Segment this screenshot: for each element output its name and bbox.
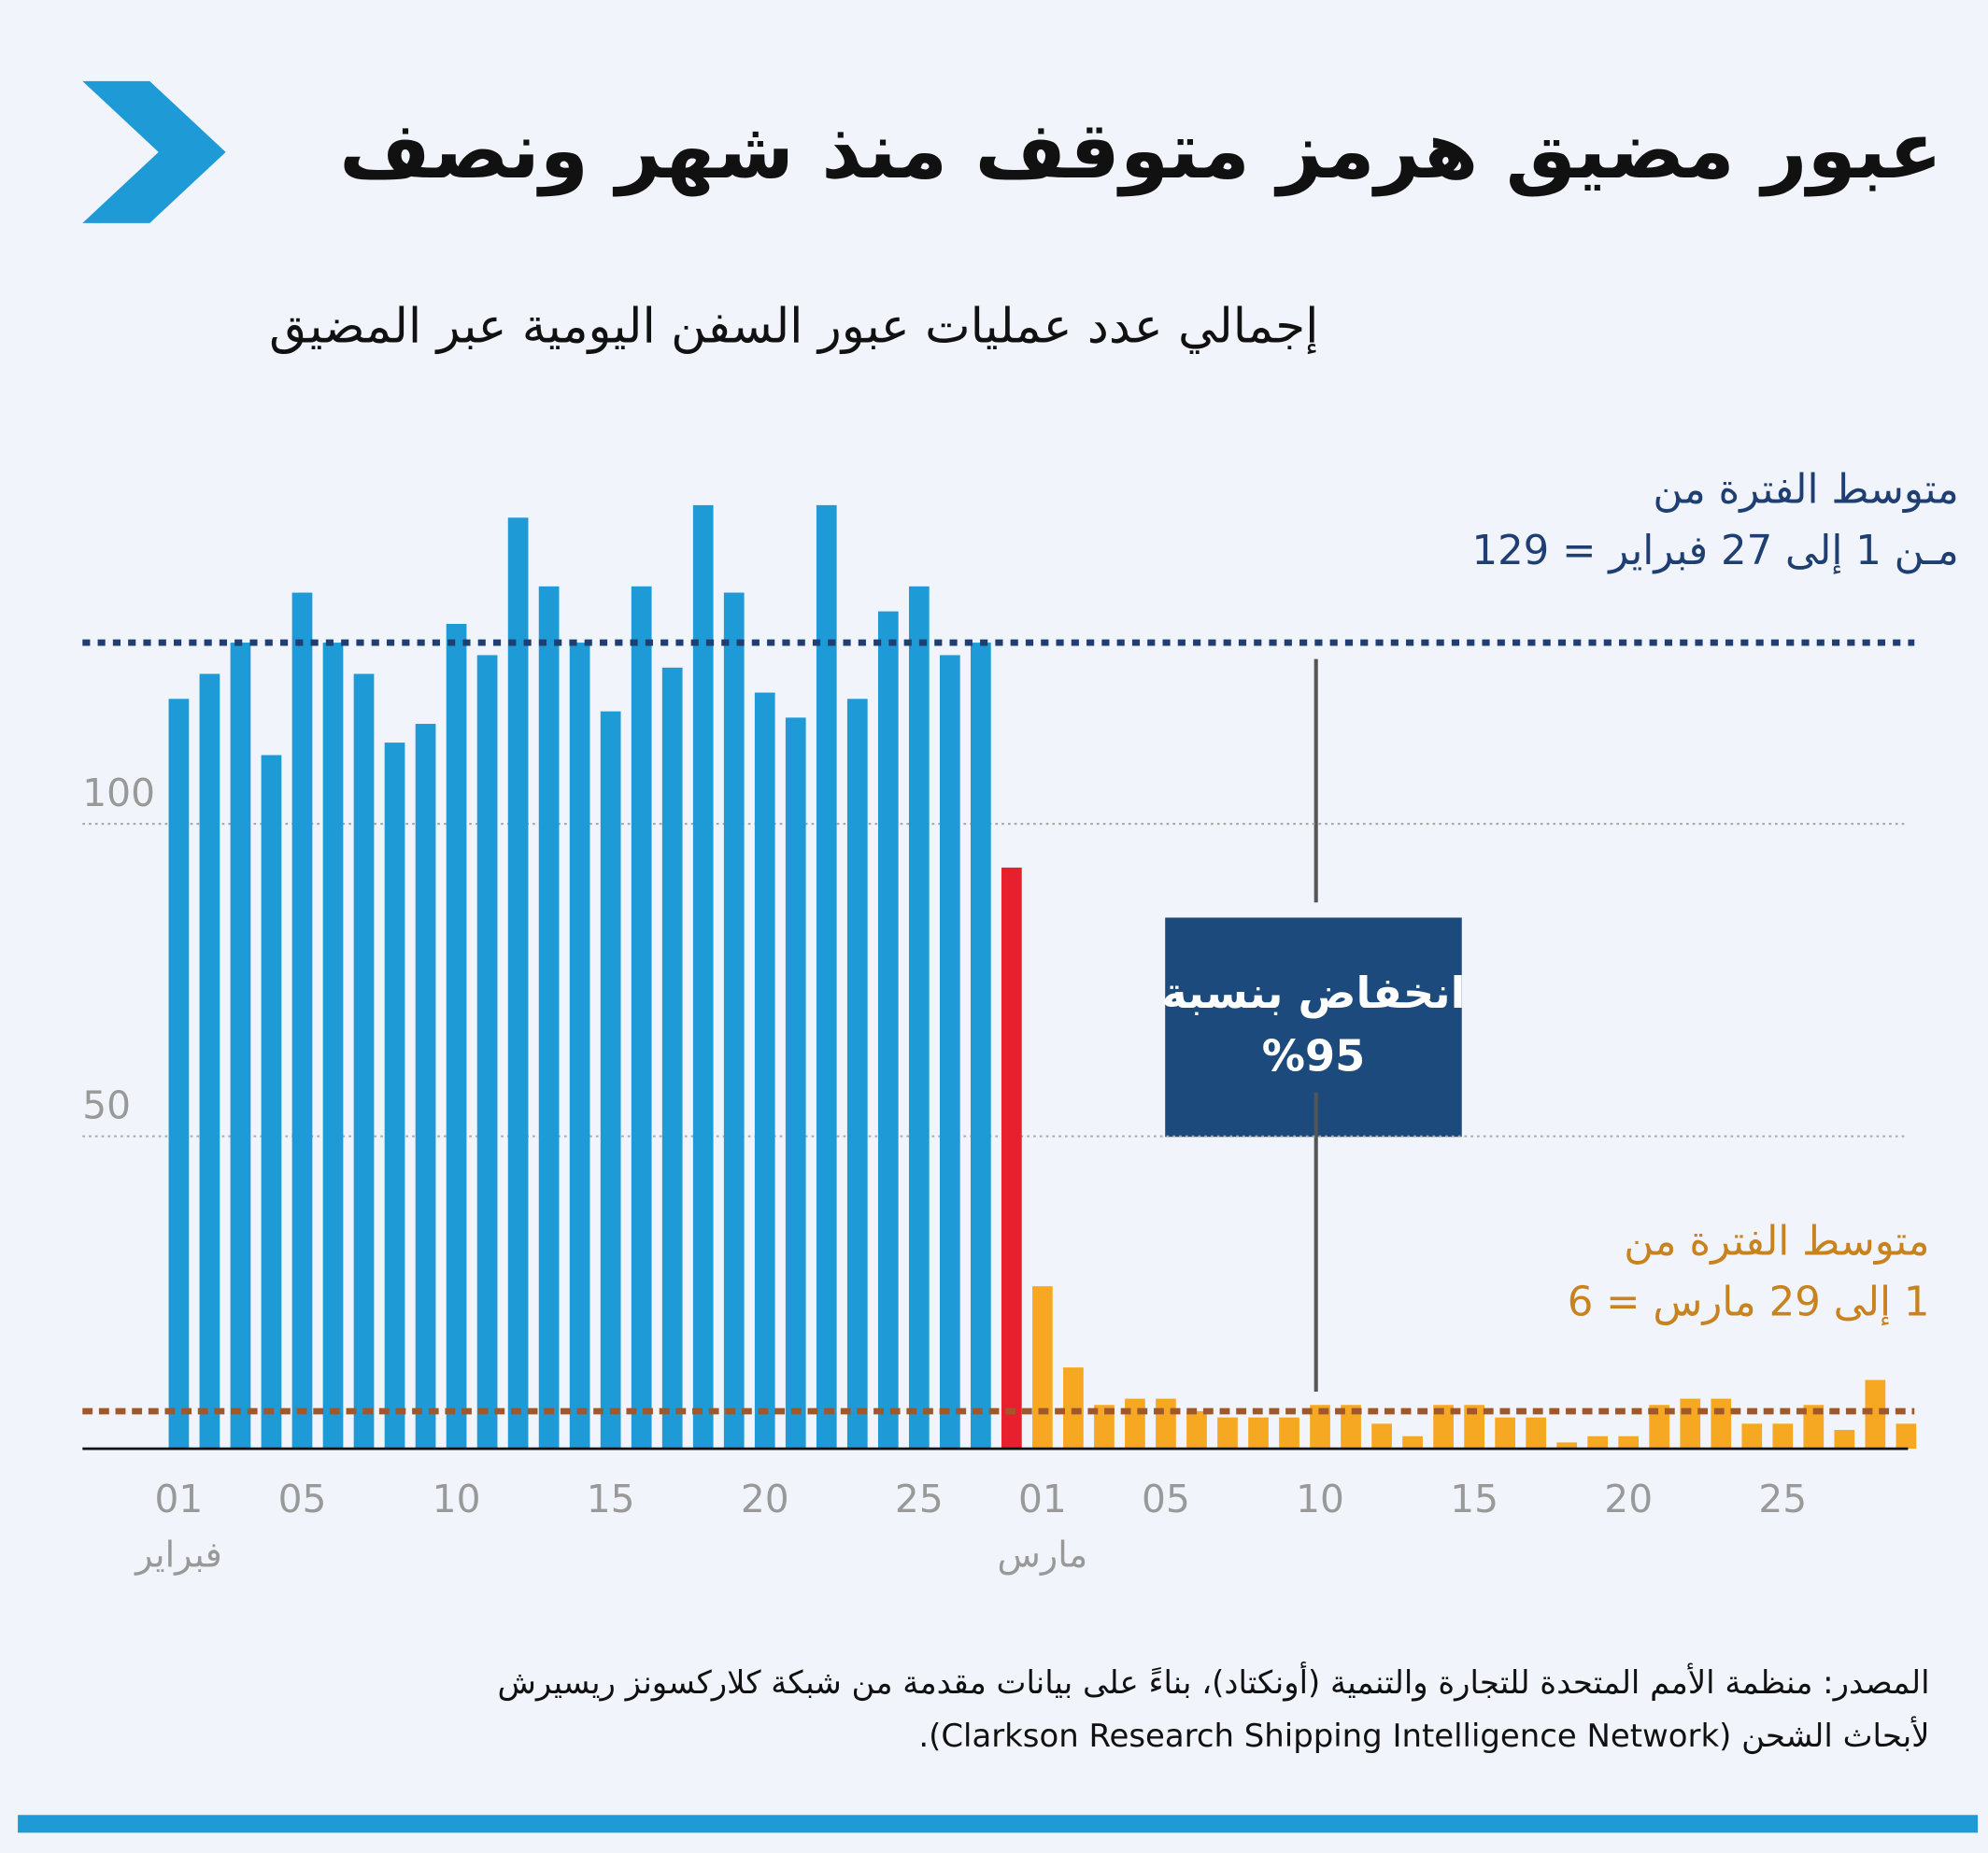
- bar: [939, 655, 960, 1450]
- bar: [1649, 1405, 1670, 1450]
- bar: [1618, 1436, 1640, 1450]
- bar: [1896, 1423, 1917, 1450]
- x-tick-label: 25: [895, 1477, 944, 1521]
- bar: [1248, 1417, 1269, 1450]
- month-label: مارس: [998, 1534, 1088, 1575]
- bar: [1186, 1410, 1207, 1450]
- bar: [908, 586, 930, 1450]
- bar: [1341, 1405, 1361, 1450]
- bar: [1094, 1405, 1115, 1450]
- bar: [291, 592, 313, 1450]
- x-tick-label: 05: [1142, 1477, 1190, 1521]
- source-text: لأبحاث الشحن (Clarkson Research Shipping…: [918, 1716, 1929, 1755]
- x-tick-label: 20: [741, 1477, 789, 1521]
- bar: [322, 643, 344, 1450]
- bar: [877, 611, 899, 1450]
- bar: [1772, 1423, 1794, 1450]
- bar: [384, 743, 405, 1450]
- bar: [1556, 1442, 1578, 1450]
- bar: [507, 517, 529, 1450]
- bar: [661, 667, 683, 1450]
- x-tick-label: 01: [155, 1477, 204, 1521]
- bar: [569, 643, 590, 1450]
- bar: [971, 643, 991, 1450]
- annotation-text: انخفاض بنسبة: [1162, 968, 1466, 1019]
- bar: [1125, 1398, 1145, 1450]
- bar: [816, 504, 837, 1450]
- x-tick-label: 15: [587, 1477, 635, 1521]
- annotation-box: [1165, 917, 1462, 1138]
- bar: [1310, 1405, 1330, 1450]
- bar: [1526, 1417, 1547, 1450]
- bar: [1680, 1398, 1701, 1450]
- y-tick-label: 100: [82, 771, 155, 815]
- bar: [1495, 1417, 1516, 1450]
- bar: [723, 592, 745, 1450]
- x-tick-label: 01: [1018, 1477, 1067, 1521]
- chart-title: عبور مضيق هرمز متوقف منذ شهر ونصف: [339, 105, 1942, 197]
- bar: [261, 755, 282, 1450]
- bar: [538, 586, 560, 1450]
- bar: [1032, 1286, 1053, 1450]
- bar: [754, 692, 775, 1450]
- bar: [1433, 1405, 1454, 1450]
- footer-bar: [18, 1815, 1979, 1833]
- reference-label: 1 إلى 29 مارس = 6: [1568, 1280, 1930, 1326]
- bar: [1865, 1379, 1886, 1450]
- y-tick-label: 50: [82, 1083, 131, 1128]
- bar: [1371, 1423, 1392, 1450]
- bar: [1741, 1423, 1763, 1450]
- bar: [1711, 1398, 1732, 1450]
- bar: [1156, 1398, 1176, 1450]
- bar: [785, 717, 806, 1450]
- bar: [199, 673, 220, 1450]
- x-tick-label: 15: [1450, 1477, 1498, 1521]
- month-label: فبراير: [134, 1534, 222, 1576]
- bar: [600, 711, 621, 1450]
- bar: [1402, 1436, 1423, 1450]
- bar: [476, 655, 498, 1450]
- bar: [1834, 1430, 1855, 1450]
- reference-label: متوسط الفترة من: [1624, 1218, 1929, 1265]
- chart-subtitle: إجمالي عدد عمليات عبور السفن اليومية عبر…: [269, 298, 1318, 354]
- bar: [846, 699, 868, 1450]
- annotation-text: %95: [1262, 1031, 1365, 1082]
- bar: [1279, 1417, 1299, 1450]
- bar: [446, 623, 467, 1450]
- bar: [1803, 1405, 1825, 1450]
- reference-label: مـن 1 إلى 27 فبراير = 129: [1471, 528, 1958, 574]
- reference-label: متوسط الفترة من: [1653, 467, 1958, 514]
- bar: [692, 504, 714, 1450]
- x-tick-label: 25: [1758, 1477, 1807, 1521]
- bar: [1001, 867, 1022, 1450]
- chevron-icon: [82, 80, 226, 223]
- x-tick-label: 10: [433, 1477, 481, 1521]
- bar: [1587, 1436, 1609, 1450]
- bar: [230, 643, 251, 1450]
- x-tick-label: 10: [1296, 1477, 1344, 1521]
- source-text: المصدر: منظمة الأمم المتحدة للتجارة والت…: [497, 1662, 1929, 1702]
- bar: [168, 699, 190, 1450]
- bar: [631, 586, 652, 1450]
- bar: [415, 724, 436, 1450]
- bar: [1464, 1405, 1484, 1450]
- x-tick-label: 05: [278, 1477, 327, 1521]
- x-tick-label: 20: [1604, 1477, 1653, 1521]
- bar: [353, 673, 375, 1450]
- bar: [1217, 1417, 1238, 1450]
